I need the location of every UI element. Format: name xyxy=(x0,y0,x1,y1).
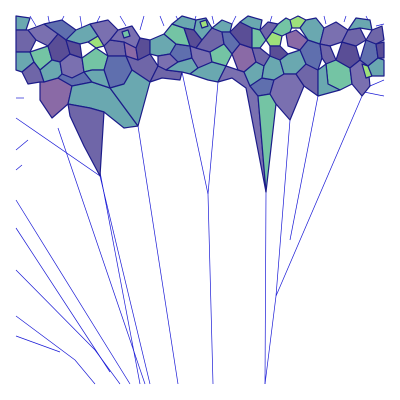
voronoi-cell xyxy=(121,29,131,39)
voronoi-cell xyxy=(83,69,111,89)
voronoi-cell xyxy=(251,27,267,49)
ridge-line xyxy=(15,227,111,373)
ridge-line xyxy=(15,315,96,385)
ridge-line xyxy=(207,81,219,195)
ridge-line xyxy=(275,95,363,297)
voronoi-cell xyxy=(341,27,367,47)
voronoi-cell xyxy=(375,41,385,59)
ridge-line xyxy=(15,117,151,385)
ridge-line xyxy=(15,269,121,385)
voronoi-cell xyxy=(67,103,105,177)
ridge-line xyxy=(15,139,29,151)
voronoi-cell xyxy=(317,63,341,97)
voronoi-cells xyxy=(15,15,385,193)
ridge-line xyxy=(15,164,23,171)
voronoi-cell xyxy=(365,25,385,45)
voronoi-cell xyxy=(269,73,305,121)
voronoi-cell xyxy=(347,17,373,31)
ridge-line xyxy=(15,335,61,353)
voronoi-cell xyxy=(199,19,209,29)
voronoi-cell xyxy=(367,57,385,77)
ridge-line xyxy=(289,95,319,241)
ridge-line xyxy=(137,125,179,385)
ridge-line xyxy=(15,199,131,385)
voronoi-cell xyxy=(39,77,73,119)
voronoi-cell xyxy=(209,43,233,67)
ridge-line xyxy=(57,127,146,385)
voronoi-cell xyxy=(211,19,233,33)
ridge-line xyxy=(363,91,385,97)
voronoi-cell xyxy=(109,69,151,127)
ridge-line xyxy=(369,79,385,87)
voronoi-cell xyxy=(15,15,31,31)
voronoi-cell xyxy=(15,29,37,53)
voronoi-cell xyxy=(239,15,263,31)
voronoi-cell xyxy=(65,39,83,59)
ridge-line xyxy=(181,71,214,385)
voronoi-cell xyxy=(335,41,361,69)
